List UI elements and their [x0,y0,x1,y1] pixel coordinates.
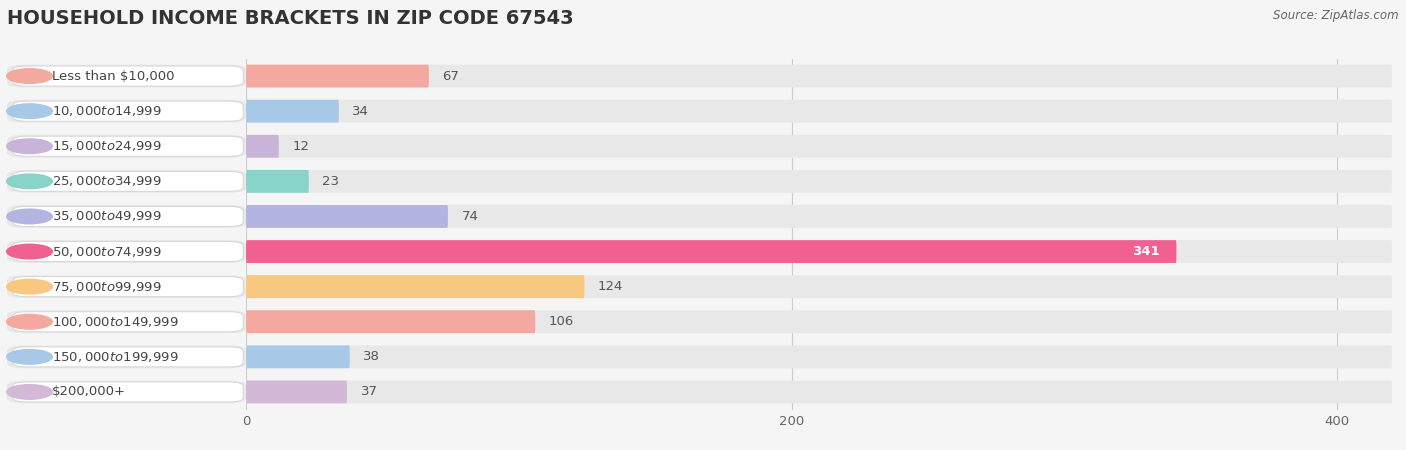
FancyBboxPatch shape [246,275,1392,298]
Text: Less than $10,000: Less than $10,000 [52,70,174,82]
Text: $75,000 to $99,999: $75,000 to $99,999 [52,279,162,294]
Text: $25,000 to $34,999: $25,000 to $34,999 [52,174,162,189]
FancyBboxPatch shape [246,381,347,403]
Text: $150,000 to $199,999: $150,000 to $199,999 [52,350,179,364]
FancyBboxPatch shape [246,100,1392,122]
Text: 23: 23 [322,175,339,188]
FancyBboxPatch shape [246,205,449,228]
Text: 34: 34 [353,105,370,117]
Text: $50,000 to $74,999: $50,000 to $74,999 [52,244,162,259]
Text: $200,000+: $200,000+ [52,386,127,398]
Text: 12: 12 [292,140,309,153]
FancyBboxPatch shape [246,135,1392,158]
Text: 74: 74 [461,210,478,223]
Text: $10,000 to $14,999: $10,000 to $14,999 [52,104,162,118]
FancyBboxPatch shape [246,310,1392,333]
FancyBboxPatch shape [246,240,1392,263]
FancyBboxPatch shape [246,170,309,193]
Text: $35,000 to $49,999: $35,000 to $49,999 [52,209,162,224]
FancyBboxPatch shape [246,170,1392,193]
FancyBboxPatch shape [246,310,536,333]
Text: 124: 124 [598,280,623,293]
Text: $100,000 to $149,999: $100,000 to $149,999 [52,315,179,329]
FancyBboxPatch shape [246,65,1392,87]
FancyBboxPatch shape [246,346,350,368]
Text: $15,000 to $24,999: $15,000 to $24,999 [52,139,162,153]
Text: 106: 106 [548,315,574,328]
FancyBboxPatch shape [246,65,429,87]
Text: 37: 37 [360,386,378,398]
FancyBboxPatch shape [246,240,1177,263]
FancyBboxPatch shape [246,275,585,298]
Text: HOUSEHOLD INCOME BRACKETS IN ZIP CODE 67543: HOUSEHOLD INCOME BRACKETS IN ZIP CODE 67… [7,9,574,28]
FancyBboxPatch shape [246,346,1392,368]
Text: Source: ZipAtlas.com: Source: ZipAtlas.com [1274,9,1399,22]
FancyBboxPatch shape [246,135,278,158]
FancyBboxPatch shape [246,381,1392,403]
Text: 67: 67 [443,70,460,82]
FancyBboxPatch shape [246,205,1392,228]
Text: 38: 38 [363,351,380,363]
FancyBboxPatch shape [246,100,339,122]
Text: 341: 341 [1132,245,1160,258]
